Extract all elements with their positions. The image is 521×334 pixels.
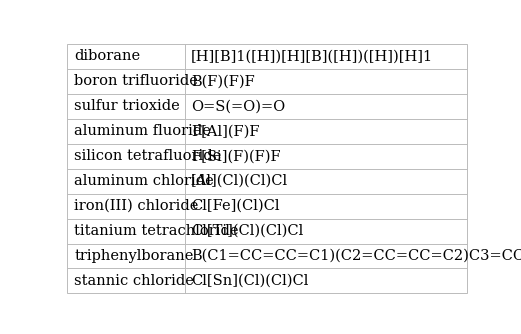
Text: silicon tetrafluoride: silicon tetrafluoride [75, 149, 221, 163]
Text: Cl[Sn](Cl)(Cl)Cl: Cl[Sn](Cl)(Cl)Cl [191, 274, 308, 288]
Text: aluminum fluoride: aluminum fluoride [75, 124, 212, 138]
Text: sulfur trioxide: sulfur trioxide [75, 99, 180, 113]
Text: B(F)(F)F: B(F)(F)F [191, 74, 255, 89]
Text: B(C1=CC=CC=C1)(C2=CC=CC=C2)C3=CC=CC=C3: B(C1=CC=CC=C1)(C2=CC=CC=C2)C3=CC=CC=C3 [191, 249, 521, 263]
Text: F[Si](F)(F)F: F[Si](F)(F)F [191, 149, 281, 163]
Text: [Al](Cl)(Cl)Cl: [Al](Cl)(Cl)Cl [191, 174, 288, 188]
Text: O=S(=O)=O: O=S(=O)=O [191, 99, 286, 113]
Text: iron(III) chloride: iron(III) chloride [75, 199, 199, 213]
Text: boron trifluoride: boron trifluoride [75, 74, 199, 89]
Text: stannic chloride: stannic chloride [75, 274, 194, 288]
Text: triphenylborane: triphenylborane [75, 249, 194, 263]
Text: Cl[Fe](Cl)Cl: Cl[Fe](Cl)Cl [191, 199, 280, 213]
Text: aluminum chloride: aluminum chloride [75, 174, 214, 188]
Text: Cl[Ti](Cl)(Cl)Cl: Cl[Ti](Cl)(Cl)Cl [191, 224, 303, 238]
Text: [H][B]1([H])[H][B]([H])([H])[H]1: [H][B]1([H])[H][B]([H])([H])[H]1 [191, 49, 433, 63]
Text: titanium tetrachloride: titanium tetrachloride [75, 224, 239, 238]
Text: diborane: diborane [75, 49, 141, 63]
Text: F[Al](F)F: F[Al](F)F [191, 124, 259, 138]
